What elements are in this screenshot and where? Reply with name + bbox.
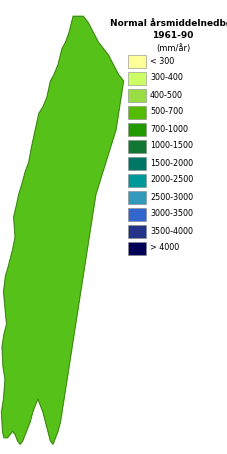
Bar [128,173,146,187]
Bar [128,242,146,255]
Text: 400-500: 400-500 [150,90,183,99]
Polygon shape [2,16,123,444]
Text: 3500-4000: 3500-4000 [150,227,193,236]
Text: 700-1000: 700-1000 [150,124,188,133]
Bar [128,105,146,118]
Bar [128,89,146,102]
Text: 1961-90: 1961-90 [152,30,194,39]
Text: < 300: < 300 [150,56,174,65]
Bar [128,139,146,153]
Bar [122,11,226,269]
Text: 3000-3500: 3000-3500 [150,209,193,218]
Bar [128,157,146,169]
Text: (mm/år): (mm/år) [156,44,190,53]
Text: 300-400: 300-400 [150,74,183,83]
Bar [128,207,146,221]
Bar [128,123,146,135]
Bar [128,71,146,84]
Text: Normal årsmiddelnedbør: Normal årsmiddelnedbør [110,20,227,29]
Bar [128,191,146,203]
Text: > 4000: > 4000 [150,243,179,252]
Bar [128,224,146,237]
Text: 2000-2500: 2000-2500 [150,176,193,184]
Text: 1000-1500: 1000-1500 [150,142,193,150]
Text: 2500-3000: 2500-3000 [150,192,193,202]
Text: 1500-2000: 1500-2000 [150,158,193,168]
Bar [128,54,146,68]
Text: 500-700: 500-700 [150,108,183,117]
